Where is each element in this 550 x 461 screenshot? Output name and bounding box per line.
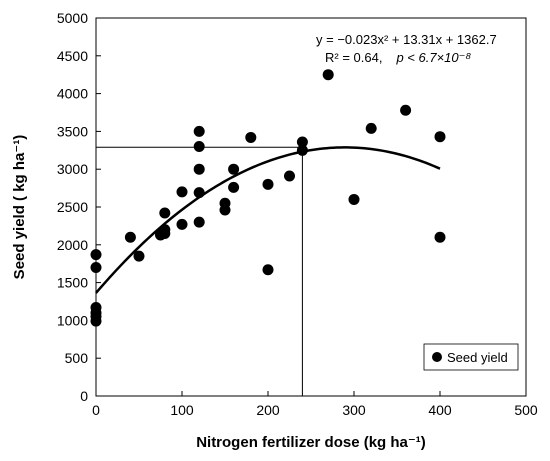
legend: Seed yield (423, 343, 519, 371)
data-point (296, 144, 308, 156)
data-point (228, 181, 240, 193)
data-point (365, 122, 377, 134)
x-tick-label: 0 (92, 402, 100, 418)
x-tick-label: 400 (428, 402, 452, 418)
fit-statistics: R² = 0.64, p < 6.7×10⁻⁸ (325, 50, 471, 65)
y-axis: 0 500 1000 1500 2000 2500 3000 3500 4000 4500 5000 (57, 10, 101, 404)
data-point (124, 231, 136, 243)
y-axis-title: Seed yield ( kg ha⁻¹) (11, 135, 28, 280)
data-point (434, 231, 446, 243)
data-point (193, 125, 205, 137)
data-point (133, 250, 145, 262)
data-point (193, 141, 205, 153)
x-axis: 0 100 200 300 400 500 (92, 391, 538, 418)
data-point (228, 163, 240, 175)
y-tick-label: 4500 (57, 48, 88, 64)
y-tick-label: 3500 (57, 123, 88, 139)
fit-equation: y = −0.023x² + 13.31x + 1362.7 (316, 32, 497, 47)
data-point (296, 136, 308, 148)
data-point (400, 104, 412, 116)
data-point (90, 261, 102, 273)
y-tick-label: 500 (65, 350, 89, 366)
data-point (176, 186, 188, 198)
legend-label: Seed yield (447, 350, 508, 365)
data-point (193, 216, 205, 228)
data-point (262, 264, 274, 276)
data-point (262, 178, 274, 190)
data-point (245, 131, 257, 143)
x-tick-label: 300 (342, 402, 366, 418)
data-point (284, 170, 295, 182)
data-points (90, 69, 446, 327)
y-tick-label: 5000 (57, 10, 88, 26)
data-point (159, 227, 171, 239)
data-point (434, 131, 446, 143)
data-point (90, 315, 102, 327)
data-point (219, 204, 231, 216)
x-tick-label: 200 (256, 402, 280, 418)
y-tick-label: 0 (80, 388, 88, 404)
quadratic-fit-curve (95, 146, 441, 294)
r-squared-text: R² = 0.64, (325, 50, 382, 65)
legend-marker (432, 352, 442, 362)
p-value-text: p < 6.7×10⁻⁸ (395, 50, 471, 65)
data-point (193, 187, 205, 199)
data-point (176, 218, 188, 230)
y-tick-label: 4000 (57, 86, 88, 102)
data-point (90, 249, 102, 261)
x-tick-label: 100 (170, 402, 194, 418)
y-tick-label: 1500 (57, 275, 88, 291)
data-point (348, 193, 360, 205)
y-tick-label: 2500 (57, 199, 88, 215)
data-point (159, 207, 171, 219)
data-point (322, 69, 334, 81)
plot-area (95, 17, 527, 397)
x-axis-title: Nitrogen fertilizer dose (kg ha⁻¹) (196, 434, 426, 451)
y-tick-label: 1000 (57, 312, 88, 328)
x-tick-label: 500 (514, 402, 538, 418)
data-point (193, 163, 205, 175)
y-tick-label: 3000 (57, 161, 88, 177)
y-tick-label: 2000 (57, 237, 88, 253)
